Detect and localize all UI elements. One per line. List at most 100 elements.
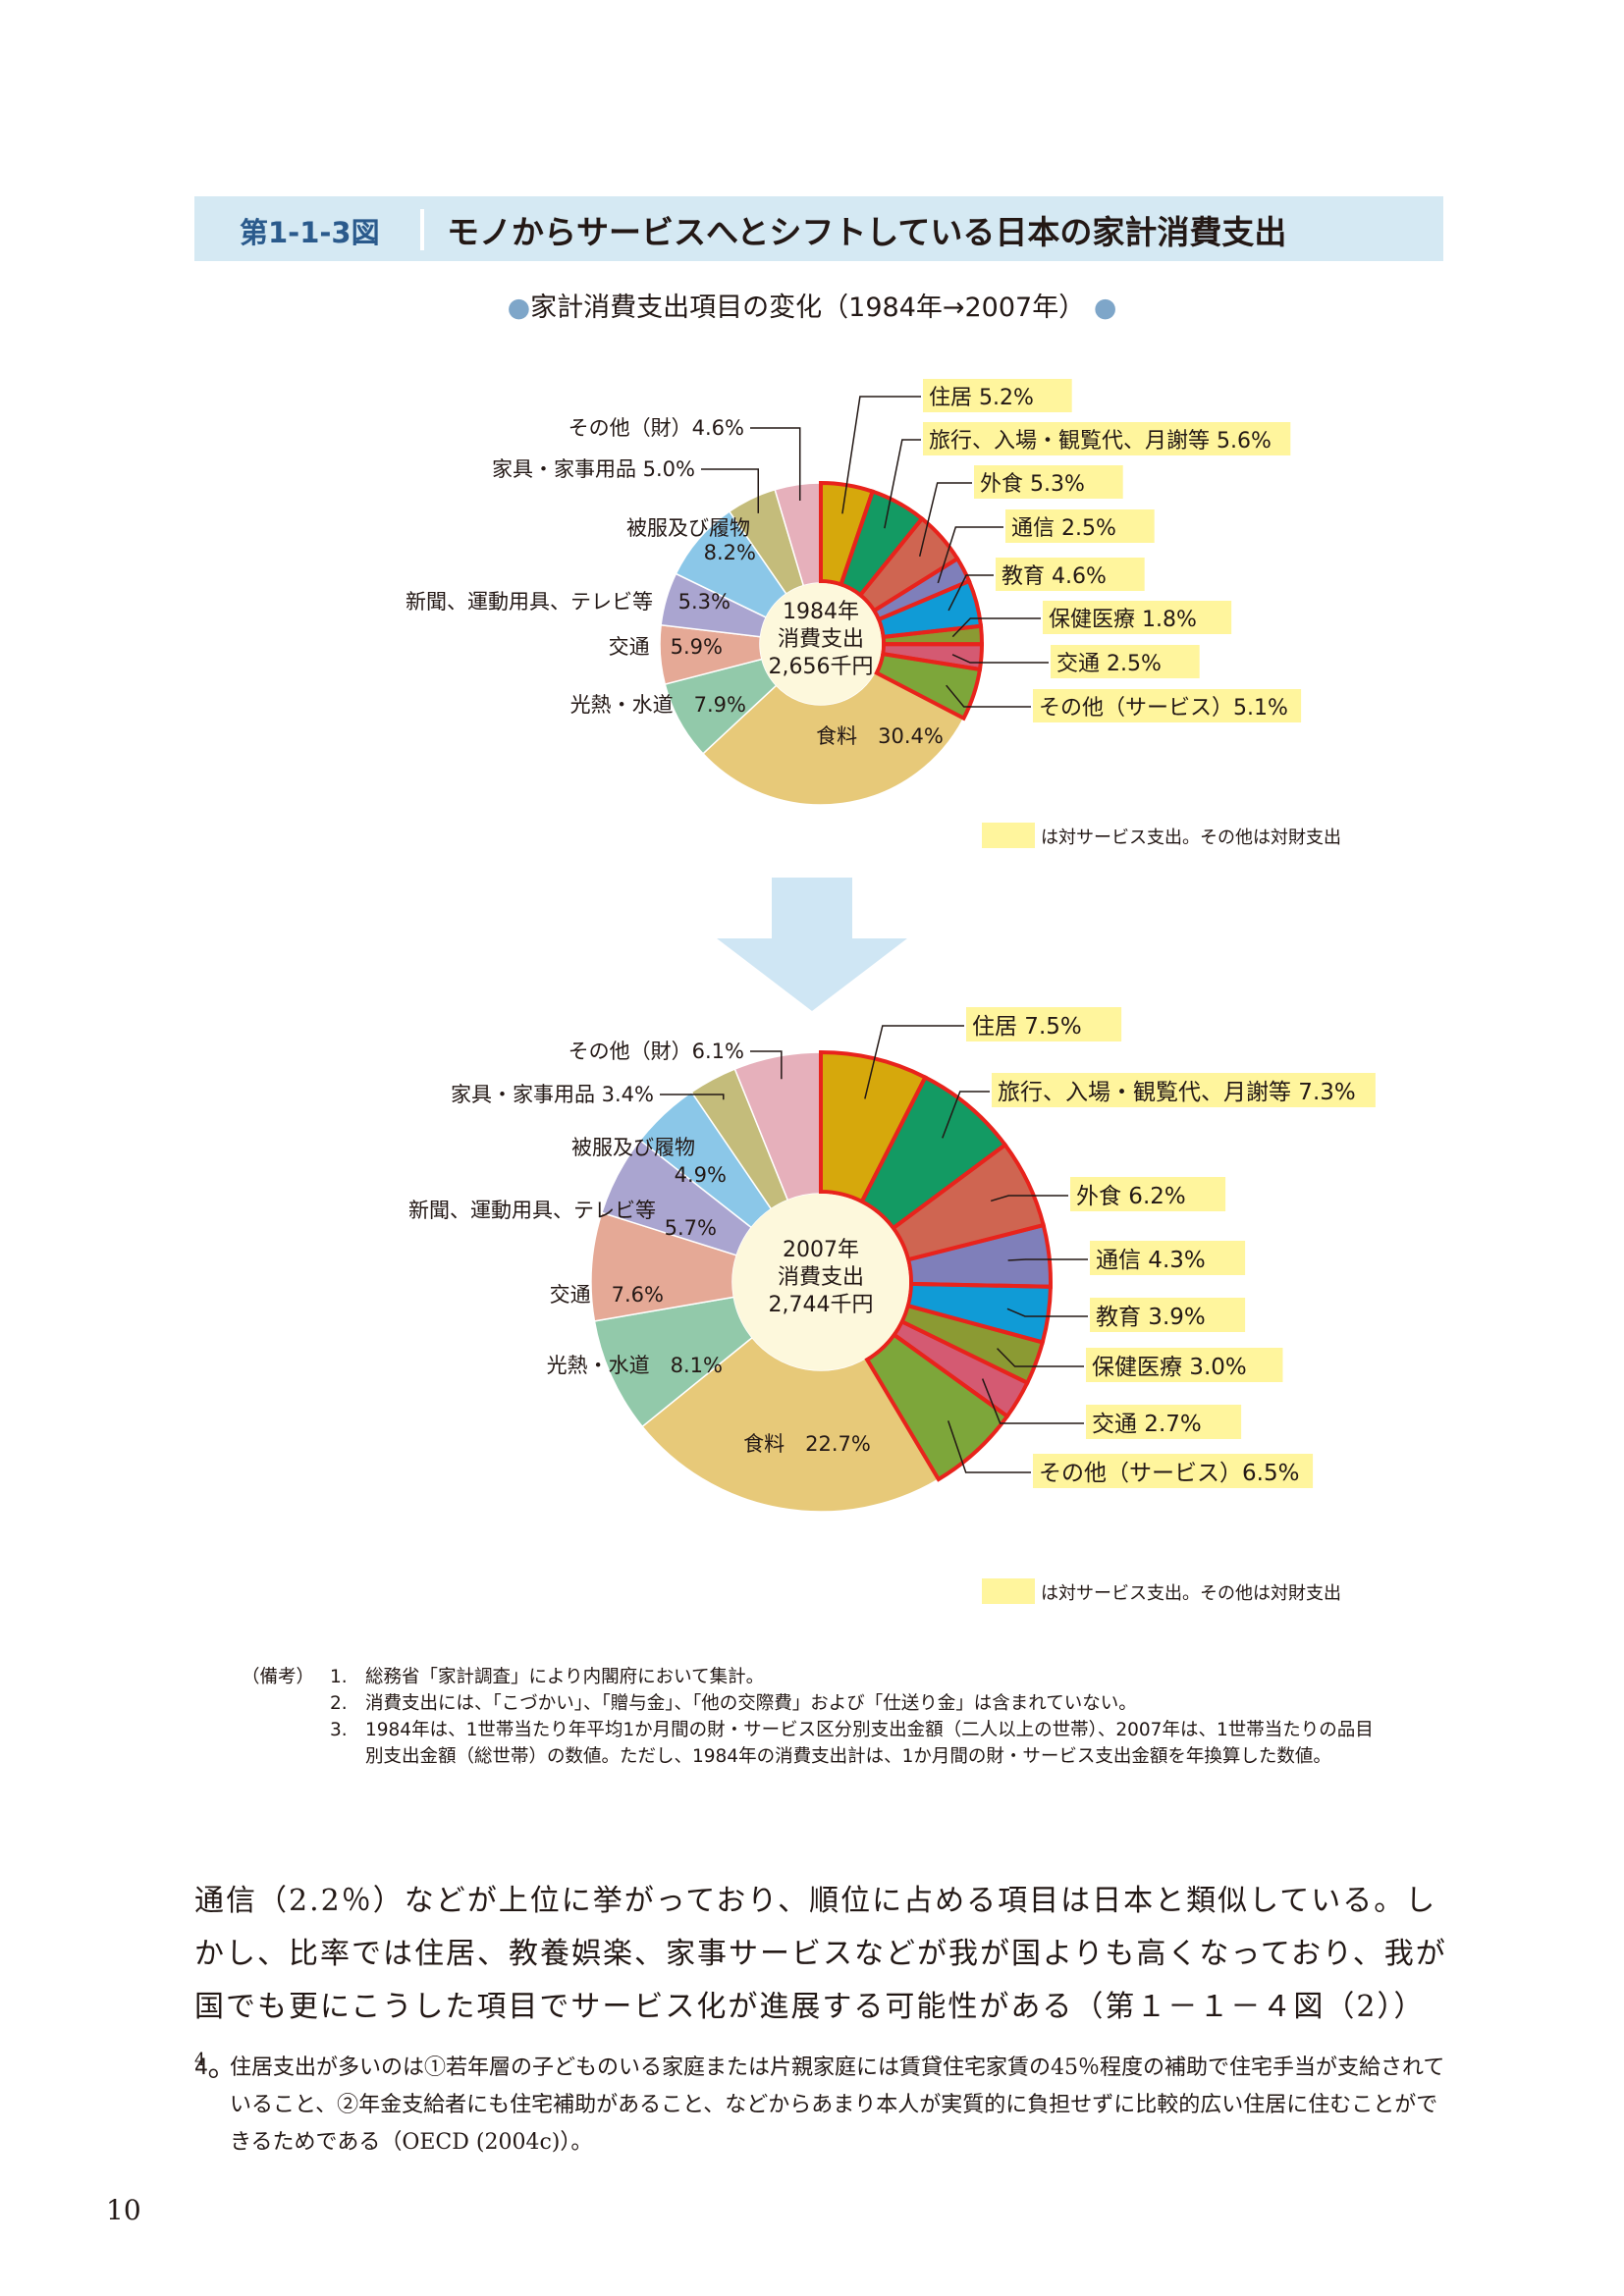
service-highlight (1086, 1348, 1283, 1382)
goods-label: 5.3% (678, 590, 731, 614)
legend-1984: は対サービス支出。その他は対財支出 (982, 823, 1341, 848)
service-highlight (1005, 509, 1155, 543)
service-slice-outline (864, 1331, 1010, 1482)
service-highlight (1090, 1298, 1246, 1332)
leader-line (997, 1348, 1084, 1367)
service-label: 保健医療 3.0% (1092, 1355, 1247, 1380)
service-label: その他（サービス）6.5% (1039, 1461, 1299, 1486)
service-highlight (923, 422, 1291, 455)
service-highlight (992, 1073, 1376, 1107)
notes: （備考） 1. 総務省「家計調査」により内閣府において集計。 2. 消費支出には… (242, 1664, 1420, 1770)
leader-line (864, 1025, 964, 1099)
down-arrow-icon (717, 878, 907, 1011)
center-label: 消費支出 (778, 627, 864, 652)
figure-header-divider (420, 209, 424, 250)
goods-category-label: 被服及び履物 (626, 516, 750, 540)
legend-text: は対サービス支出。その他は対財支出 (1041, 1583, 1341, 1604)
leader-line (841, 396, 921, 514)
service-highlight (1086, 1405, 1242, 1439)
legend-2007: は対サービス支出。その他は対財支出 (982, 1578, 1341, 1604)
page-number: 10 (106, 2194, 141, 2226)
leader-line (918, 482, 972, 558)
center-label: 2,656千円 (769, 655, 874, 679)
goods-label: 8.2% (704, 541, 756, 564)
legend-swatch (982, 1578, 1035, 1604)
center-label: 2,744千円 (769, 1293, 874, 1317)
leader-line (750, 427, 801, 501)
center-label: 1984年 (783, 600, 859, 624)
service-highlight (1070, 1177, 1226, 1211)
pie-center (760, 583, 882, 705)
goods-category-label: 新聞、運動用具、テレビ等 (406, 590, 653, 614)
leader-line (951, 617, 1041, 638)
service-label: 外食 6.2% (1076, 1184, 1186, 1209)
bullet-dot-icon: ● (1093, 293, 1117, 323)
leader-line (937, 526, 1003, 584)
service-label: 教育 3.9% (1096, 1305, 1206, 1330)
note-number: 2. (330, 1693, 348, 1714)
note-text: 消費支出には、「こづかい」、「贈与金」、「他の交際費」および「仕送り金」は含まれ… (365, 1693, 1137, 1714)
center-label: 2007年 (783, 1238, 859, 1262)
legend-swatch (982, 823, 1035, 848)
note-text: 1984年は、1世帯当たり年平均1か月間の財・サービス区分別支出金額（二人以上の… (365, 1720, 1374, 1767)
goods-label: 光熱・水道 8.1% (547, 1354, 723, 1377)
leader-line (701, 468, 760, 513)
leader-line (1007, 1258, 1088, 1261)
bullet-dot-icon: ● (507, 293, 531, 323)
transition-arrow (717, 878, 907, 1011)
goods-category-label: 新聞、運動用具、テレビ等 (408, 1199, 656, 1222)
leader-line (990, 1195, 1068, 1202)
leader-line (951, 654, 1049, 664)
figure-header-band (194, 196, 1443, 261)
leader-line (942, 1091, 990, 1139)
note-number: 1. (330, 1667, 348, 1687)
goods-label: その他（財）6.1% (568, 1040, 744, 1063)
note-item: 3. 1984年は、1世帯当たり年平均1か月間の財・サービス区分別支出金額（二人… (242, 1717, 1420, 1770)
notes-head: （備考） (242, 1667, 315, 1687)
goods-label: 交通 7.6% (550, 1283, 664, 1307)
leader-line (750, 1050, 783, 1080)
service-label: 外食 5.3% (980, 472, 1085, 497)
service-label: 交通 2.5% (1056, 652, 1162, 676)
figure-subtitle: ●家計消費支出項目の変化（1984年→2007年） ● (0, 286, 1624, 324)
note-text: 総務省「家計調査」により内閣府において集計。 (365, 1667, 765, 1687)
service-highlight (1033, 1454, 1314, 1488)
service-highlight (1051, 645, 1200, 678)
leader-line (660, 1094, 725, 1100)
figure-label: 第1-1-3図 (240, 216, 380, 249)
service-label: 教育 4.6% (1001, 564, 1107, 589)
service-label: 通信 4.3% (1096, 1248, 1206, 1273)
leader-line (947, 1420, 1031, 1473)
footnote-number: 4 (194, 2056, 208, 2080)
body-text: 通信（2.2％）などが上位に挙がっており、順位に占める項目は日本と類似している。… (194, 1884, 1447, 2024)
service-highlight (996, 558, 1145, 591)
goods-label: 光熱・水道 7.9% (570, 693, 746, 717)
service-highlight (923, 379, 1072, 412)
footnote-text: 住居支出が多いのは①若年層の子どものいる家庭または片親家庭には賃貸住宅家賃の45… (230, 2056, 1445, 2155)
service-label: 住居 7.5% (972, 1014, 1082, 1040)
note-number: 3. (330, 1720, 348, 1740)
leader-line (947, 574, 994, 612)
center-label: 消費支出 (778, 1265, 864, 1290)
goods-label: 食料 30.4% (816, 724, 944, 748)
footnote: 4 住居支出が多いのは①若年層の子どものいる家庭または片親家庭には賃貸住宅家賃の… (194, 2050, 1447, 2162)
figure-title: モノからサービスへとシフトしている日本の家計消費支出 (447, 213, 1287, 251)
goods-category-label: 被服及び履物 (571, 1136, 695, 1159)
leader-line (884, 439, 921, 529)
service-label: 保健医療 1.8% (1049, 608, 1197, 632)
service-label: 交通 2.7% (1092, 1412, 1202, 1437)
service-label: その他（サービス）5.1% (1039, 696, 1288, 721)
note-item: （備考） 1. 総務省「家計調査」により内閣府において集計。 (242, 1664, 1420, 1690)
leader-line (946, 684, 1031, 708)
service-highlight (1033, 689, 1302, 722)
service-slice-outline (874, 651, 983, 721)
service-label: 住居 5.2% (929, 386, 1034, 410)
goods-label: 家具・家事用品 5.0% (492, 457, 695, 481)
body-end: 。 (207, 2050, 240, 2084)
goods-label: 5.7% (665, 1216, 717, 1240)
goods-label: 4.9% (675, 1163, 727, 1187)
leader-line (981, 1378, 1084, 1424)
service-label: 旅行、入場・観覧代、月謝等 5.6% (929, 429, 1272, 454)
